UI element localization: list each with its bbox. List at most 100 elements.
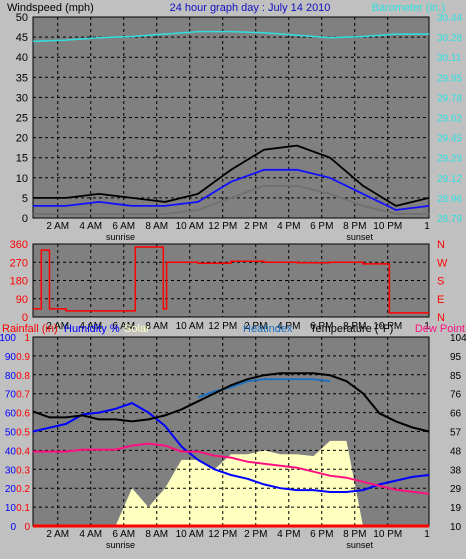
y-tick-label: 0.3 <box>16 465 30 476</box>
x-tick-label: 2 AM <box>46 529 69 540</box>
y-tick-label: 0.6 <box>16 409 30 420</box>
y-tick-label: 85 <box>450 371 462 382</box>
y-tick-label: 5 <box>22 193 28 205</box>
y-tick-label: 30.28 <box>437 33 462 44</box>
series-windspeed <box>33 144 430 207</box>
y-tick-label: 30.11 <box>437 53 462 64</box>
chart-title: 24 hour graph day : July 14 2010 <box>170 2 331 14</box>
y-tick-label: 60 <box>5 409 17 420</box>
x-tick-label: 2 PM <box>244 529 267 540</box>
y-tick-label: 90 <box>5 352 17 363</box>
y-tick-label: 360 <box>10 239 28 251</box>
sunrise-label: sunrise <box>106 540 135 550</box>
legend-temperature: Temperature (°F) <box>310 323 393 335</box>
y-tick-label: 28.79 <box>437 214 462 225</box>
series-barometer <box>32 30 429 43</box>
x-tick-label: 10 AM <box>176 321 204 332</box>
x-tick-label: 2 AM <box>46 221 69 232</box>
x-tick-label: 8 AM <box>145 221 168 232</box>
y-tick-label: 50 <box>16 12 28 24</box>
x-tick-label: 6 AM <box>112 529 135 540</box>
x-tick-label: 8 PM <box>343 529 366 540</box>
x-tick-label: 12 PM <box>208 529 237 540</box>
y-tick-label: 30 <box>5 465 17 476</box>
y-tick-label: 0.4 <box>16 446 30 457</box>
y-tick-label: 10 <box>5 503 17 514</box>
x-tick-label: 10 AM <box>176 529 204 540</box>
x-tick-label: 10 AM <box>176 221 204 232</box>
x-tick-label: 4 AM <box>79 321 102 332</box>
barometer-axis-label: Barometer (in.) <box>372 2 445 14</box>
y-tick-label: W <box>437 257 448 269</box>
y-tick-label: 10 <box>450 522 462 533</box>
y-tick-label: 28.96 <box>437 194 462 205</box>
y-tick-label: 38 <box>450 465 462 476</box>
y-tick-label: 29 <box>450 484 462 495</box>
x-tick-label: 2 PM <box>244 221 267 232</box>
y-tick-label: 29.62 <box>437 114 462 125</box>
y-tick-label: 45 <box>16 32 28 44</box>
y-tick-label: S <box>437 276 444 288</box>
y-tick-label: 20 <box>16 133 28 145</box>
y-tick-label: 0.2 <box>16 484 30 495</box>
x-tick-label: 8 AM <box>145 321 168 332</box>
y-tick-label: 0.7 <box>16 390 30 401</box>
y-tick-label: 29.78 <box>437 93 462 104</box>
y-tick-label: 57 <box>450 428 462 439</box>
y-tick-label: 0.9 <box>16 352 30 363</box>
legend-dewpoint: Dew Point <box>415 323 465 335</box>
y-tick-label: 20 <box>5 484 17 495</box>
series-temperature <box>32 372 430 433</box>
legend-solar: Solar <box>124 323 150 335</box>
x-tick-label: 2 PM <box>244 321 267 332</box>
y-tick-label: 29.12 <box>437 174 462 185</box>
x-tick-label: 8 PM <box>343 321 366 332</box>
y-tick-label: 0 <box>10 522 16 533</box>
x-tick-label: 8 AM <box>145 529 168 540</box>
sunrise-label: sunrise <box>106 232 135 242</box>
y-tick-label: 1 <box>24 333 30 344</box>
y-tick-label: N <box>437 312 445 324</box>
y-tick-label: 40 <box>5 446 17 457</box>
series-low-wind <box>33 184 429 215</box>
series-solar <box>33 440 429 526</box>
y-tick-label: 0 <box>24 522 30 533</box>
x-tick-label: 1 <box>424 529 430 540</box>
y-tick-label: 10 <box>16 173 28 185</box>
x-tick-label: 2 AM <box>46 321 69 332</box>
y-tick-label: 0.8 <box>16 371 30 382</box>
x-tick-label: 4 PM <box>277 321 300 332</box>
x-tick-label: 6 AM <box>112 221 135 232</box>
y-tick-label: 15 <box>16 153 28 165</box>
series-dew-point <box>33 442 430 495</box>
x-tick-label: 4 AM <box>79 529 102 540</box>
y-tick-label: 80 <box>5 371 17 382</box>
y-tick-label: 0.5 <box>16 428 30 439</box>
legend-heatindex: Heatindex <box>243 323 293 335</box>
x-tick-label: 8 PM <box>343 221 366 232</box>
y-tick-label: 0 <box>22 312 28 324</box>
legend-rainfall: Rainfall (in) <box>2 323 58 335</box>
y-tick-label: 90 <box>16 294 28 306</box>
y-tick-label: 95 <box>450 352 462 363</box>
x-tick-label: 10 PM <box>373 221 402 232</box>
sunset-label: sunset <box>346 540 373 550</box>
sunset-label: sunset <box>346 232 373 242</box>
x-tick-label: 10 PM <box>373 529 402 540</box>
legend-humidity: Humidity % <box>64 323 120 335</box>
series-wind-direction <box>33 246 429 314</box>
y-tick-label: 180 <box>10 276 28 288</box>
y-tick-label: 66 <box>450 409 462 420</box>
y-tick-label: 270 <box>10 257 28 269</box>
x-tick-label: 1 <box>424 221 430 232</box>
x-tick-label: 6 AM <box>112 321 135 332</box>
y-tick-label: 76 <box>450 390 462 401</box>
y-tick-label: 0.1 <box>16 503 30 514</box>
y-tick-label: 48 <box>450 446 462 457</box>
x-tick-label: 12 PM <box>208 221 237 232</box>
series-average-wind <box>33 168 430 211</box>
y-tick-label: 19 <box>450 503 462 514</box>
y-tick-label: 30 <box>16 92 28 104</box>
x-tick-label: 10 PM <box>373 321 402 332</box>
